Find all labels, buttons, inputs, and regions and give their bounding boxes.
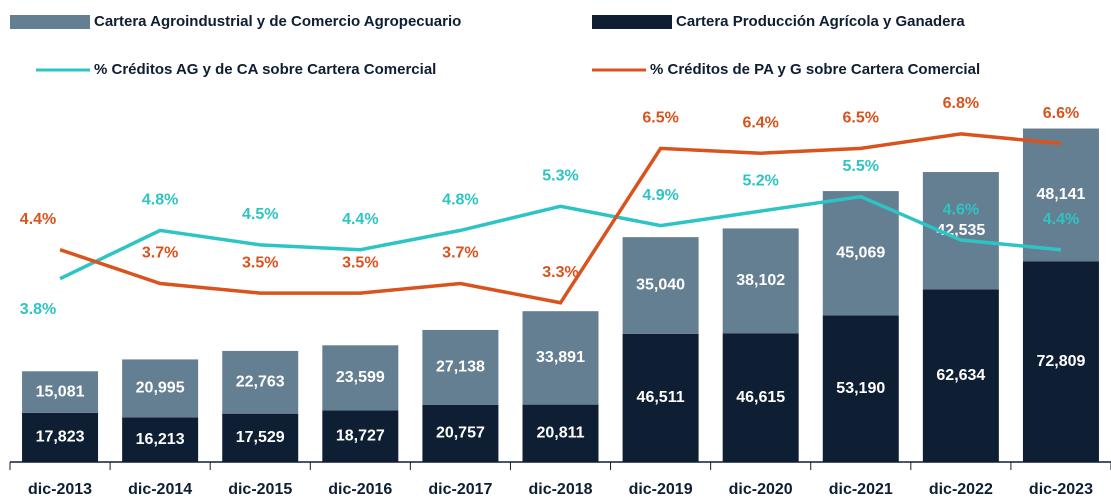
line-label: 5.3% <box>542 167 578 184</box>
bar-segment <box>422 404 499 462</box>
bar-segment <box>622 237 699 334</box>
bar-segment <box>722 333 799 462</box>
bar-label: 53,190 <box>836 380 885 397</box>
x-tick-label: dic-2013 <box>28 481 92 498</box>
bar-segment <box>322 345 399 411</box>
bar-label: 15,081 <box>36 383 85 400</box>
x-tick-label: dic-2020 <box>729 481 793 498</box>
line-label: 4.8% <box>442 192 478 209</box>
line-label: 6.8% <box>943 95 979 112</box>
line-label: 3.5% <box>242 254 278 271</box>
bar-segment <box>122 417 199 462</box>
line-label: 3.8% <box>20 301 56 318</box>
bar-segment <box>322 410 399 462</box>
line-label: 4.8% <box>142 192 178 209</box>
bar-segment <box>222 413 299 462</box>
line-label: 4.4% <box>342 211 378 228</box>
line-label: 3.5% <box>342 254 378 271</box>
legend-swatch <box>592 15 672 29</box>
bar-segment <box>1022 128 1099 262</box>
bar-segment <box>122 359 199 418</box>
line-label: 4.6% <box>943 201 979 218</box>
line-label: 5.5% <box>843 158 879 175</box>
bar-label: 42,535 <box>936 222 985 239</box>
line-label: 4.9% <box>642 187 678 204</box>
legend-swatch <box>10 15 90 29</box>
x-tick-label: dic-2017 <box>428 481 492 498</box>
bar-segment <box>1022 261 1099 462</box>
line-series <box>59 194 1062 281</box>
line-label: 4.4% <box>20 211 56 228</box>
bar-segment <box>222 350 299 414</box>
bar-label: 17,823 <box>36 429 85 446</box>
bar-segment <box>822 315 899 462</box>
bar-label: 46,615 <box>736 389 785 406</box>
bar-label: 22,763 <box>236 374 285 391</box>
bar-label: 45,069 <box>836 244 885 261</box>
bar-label: 20,995 <box>136 380 185 397</box>
bar-label: 17,529 <box>236 429 285 446</box>
line-series <box>59 132 1062 305</box>
bar-segment <box>822 191 899 316</box>
bar-label: 20,757 <box>436 425 485 442</box>
bar-label: 38,102 <box>736 272 785 289</box>
bar-label: 48,141 <box>1036 186 1085 203</box>
x-tick-label: dic-2015 <box>228 481 292 498</box>
legend-label: Cartera Agroindustrial y de Comercio Agr… <box>94 13 461 30</box>
bar-segment <box>722 228 799 334</box>
bar-label: 46,511 <box>637 389 685 406</box>
x-tick-label: dic-2022 <box>929 481 993 498</box>
legend-label: Cartera Producción Agrícola y Ganadera <box>676 13 965 30</box>
bar-label: 23,599 <box>336 369 385 386</box>
bar-segment <box>622 333 699 462</box>
bar-label: 35,040 <box>636 277 685 294</box>
x-tick-label: dic-2018 <box>528 481 592 498</box>
bar-segment <box>522 404 599 462</box>
x-tick-label: dic-2023 <box>1029 481 1093 498</box>
legend-label: % Créditos de PA y G sobre Cartera Comer… <box>650 61 980 78</box>
x-tick-label: dic-2021 <box>829 481 893 498</box>
line-label: 4.5% <box>242 206 278 223</box>
bar-segment <box>422 329 499 405</box>
line-label: 3.7% <box>142 245 178 262</box>
bar-label: 16,213 <box>136 431 185 448</box>
bar-label: 33,891 <box>536 349 585 366</box>
x-tick-label: dic-2019 <box>629 481 693 498</box>
line-label: 3.7% <box>442 245 478 262</box>
x-tick-label: dic-2014 <box>128 481 192 498</box>
bar-segment <box>522 311 599 405</box>
bar-label: 72,809 <box>1036 353 1085 370</box>
line-label: 3.3% <box>542 264 578 281</box>
line-label: 6.4% <box>742 114 778 131</box>
bar-label: 20,811 <box>536 425 584 442</box>
bar-segment <box>22 412 99 462</box>
bar-segment <box>22 371 99 413</box>
x-tick-label: dic-2016 <box>328 481 392 498</box>
line-label: 6.6% <box>1043 105 1079 122</box>
bar-label: 18,727 <box>336 427 385 444</box>
bar-label: 62,634 <box>936 367 985 384</box>
legend-label: % Créditos AG y de CA sobre Cartera Come… <box>94 61 436 78</box>
line-label: 4.4% <box>1043 211 1079 228</box>
line-label: 6.5% <box>642 110 678 127</box>
bar-segment <box>922 289 999 462</box>
line-label: 6.5% <box>843 110 879 127</box>
line-label: 5.2% <box>742 172 778 189</box>
bar-label: 27,138 <box>436 359 485 376</box>
